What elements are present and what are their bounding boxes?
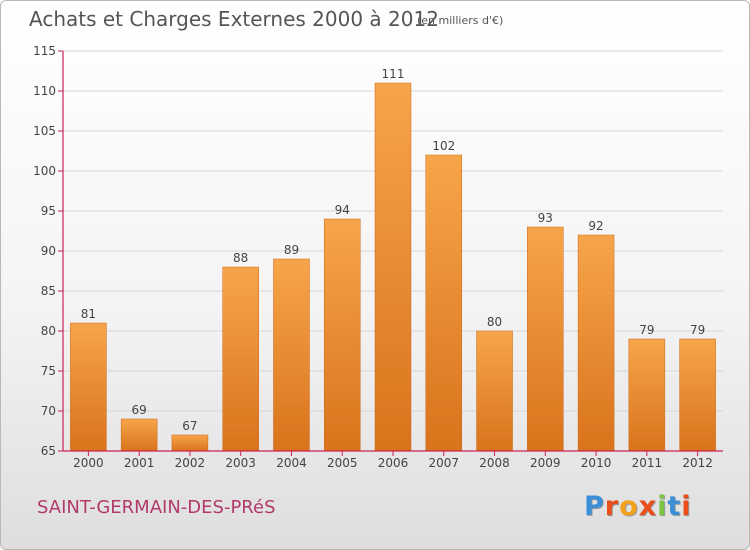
chart-title: Achats et Charges Externes 2000 à 2012 bbox=[29, 7, 439, 31]
bar-value-label: 111 bbox=[382, 67, 405, 81]
y-tick-label: 105 bbox=[33, 124, 56, 138]
y-tick-label: 110 bbox=[33, 84, 56, 98]
bar-value-label: 81 bbox=[81, 307, 96, 321]
proxiti-logo: Proxiti bbox=[584, 491, 692, 522]
bar-value-label: 102 bbox=[432, 139, 455, 153]
bar-2004 bbox=[273, 258, 310, 452]
y-tick-label: 80 bbox=[41, 324, 56, 338]
bar-2009 bbox=[527, 226, 564, 452]
bar-2010 bbox=[577, 234, 615, 452]
x-tick-label: 2006 bbox=[378, 456, 409, 470]
bar-2006 bbox=[374, 82, 412, 452]
y-tick-label: 95 bbox=[41, 204, 56, 218]
y-tick-label: 70 bbox=[41, 404, 56, 418]
bar-value-label: 69 bbox=[132, 403, 147, 417]
bar-value-label: 67 bbox=[182, 419, 197, 433]
bar-2000 bbox=[70, 322, 107, 452]
bar-2001 bbox=[120, 418, 158, 452]
x-tick-label: 2005 bbox=[327, 456, 358, 470]
bar-value-label: 79 bbox=[639, 323, 654, 337]
bar-2007 bbox=[425, 154, 463, 452]
bar-value-label: 92 bbox=[588, 219, 603, 233]
location-label: SAINT-GERMAIN-DES-PRéS bbox=[37, 497, 276, 518]
y-tick-label: 65 bbox=[41, 444, 56, 458]
x-tick-label: 2000 bbox=[73, 456, 104, 470]
bar-2011 bbox=[628, 338, 666, 452]
bar-value-label: 94 bbox=[335, 203, 350, 217]
x-tick-label: 2003 bbox=[225, 456, 256, 470]
bar-2005 bbox=[323, 218, 361, 452]
bar-2008 bbox=[476, 330, 513, 452]
x-tick-label: 2008 bbox=[479, 456, 510, 470]
y-tick-label: 85 bbox=[41, 284, 56, 298]
x-tick-label: 2007 bbox=[428, 456, 459, 470]
bar-2012 bbox=[679, 338, 716, 452]
x-tick-label: 2012 bbox=[682, 456, 713, 470]
chart-unit-note: (en milliers d'€) bbox=[417, 14, 504, 27]
x-tick-label: 2010 bbox=[581, 456, 612, 470]
bar-2003 bbox=[222, 266, 259, 452]
x-tick-label: 2001 bbox=[124, 456, 155, 470]
x-tick-label: 2011 bbox=[632, 456, 663, 470]
y-tick-label: 75 bbox=[41, 364, 56, 378]
x-tick-label: 2004 bbox=[276, 456, 307, 470]
bar-value-label: 79 bbox=[690, 323, 705, 337]
x-tick-label: 2009 bbox=[530, 456, 561, 470]
bar-value-label: 88 bbox=[233, 251, 248, 265]
y-tick-label: 115 bbox=[33, 44, 56, 58]
bar-value-label: 80 bbox=[487, 315, 502, 329]
bar-value-label: 93 bbox=[538, 211, 553, 225]
bar-2002 bbox=[171, 434, 209, 452]
bar-value-label: 89 bbox=[284, 243, 299, 257]
x-tick-label: 2002 bbox=[175, 456, 206, 470]
y-tick-label: 90 bbox=[41, 244, 56, 258]
y-tick-label: 100 bbox=[33, 164, 56, 178]
